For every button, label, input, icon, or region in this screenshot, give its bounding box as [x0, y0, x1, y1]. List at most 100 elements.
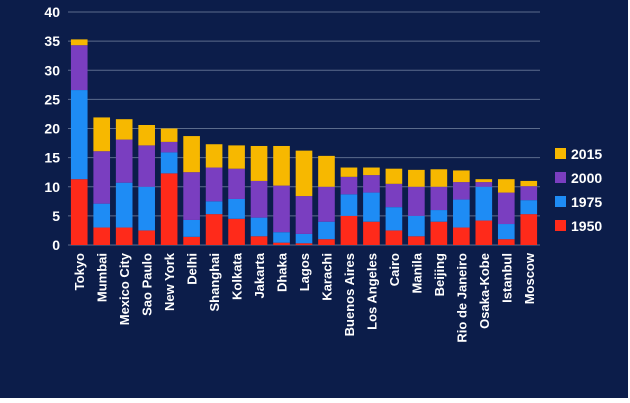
x-tick-label: Beijing — [432, 253, 447, 296]
bar-segment-1975 — [408, 215, 425, 237]
bar-segment-1950 — [340, 215, 358, 246]
bar-segment-1975 — [250, 217, 268, 237]
y-tick-label: 20 — [44, 121, 60, 137]
bar-segment-1950 — [497, 239, 515, 245]
bar-segment-1975 — [385, 207, 403, 231]
bars — [70, 39, 538, 246]
x-tick-label: New York — [162, 252, 177, 311]
bar-segment-1975 — [93, 203, 111, 228]
bar-segment-1975 — [228, 198, 245, 219]
x-tick-label: Rio de Janeiro — [454, 253, 469, 343]
bar-segment-2015 — [93, 117, 111, 152]
x-tick-label: Osaka-Kobe — [477, 253, 492, 329]
bar-segment-1975 — [205, 201, 223, 215]
bar-segment-1975 — [453, 199, 470, 228]
bar-segment-2000 — [520, 186, 538, 201]
bar-segment-1950 — [138, 230, 155, 245]
bar-segment-1975 — [340, 194, 358, 216]
x-tick-label: Buenos Aires — [342, 253, 357, 336]
bar-segment-2015 — [318, 155, 335, 187]
x-tick-label: Manila — [409, 252, 424, 293]
bar-segment-1950 — [93, 227, 111, 245]
y-tick-label: 5 — [52, 208, 60, 224]
x-tick-label: Los Angeles — [364, 253, 379, 330]
bar-segment-2000 — [363, 175, 380, 193]
bar-segment-2015 — [430, 169, 448, 187]
bar-segment-1950 — [453, 227, 470, 245]
bar-segment-1975 — [497, 224, 515, 240]
bar-segment-1950 — [183, 236, 200, 245]
bar-segment-2000 — [453, 182, 470, 200]
bar-segment-2015 — [250, 145, 268, 181]
bar-segment-2000 — [340, 176, 358, 195]
y-tick-label: 15 — [44, 150, 60, 166]
x-tick-label: Moscow — [522, 252, 537, 304]
bar-segment-2015 — [520, 180, 538, 187]
bar-segment-1975 — [520, 200, 538, 215]
x-tick-label: Cairo — [387, 253, 402, 286]
x-tick-label: Dhaka — [275, 252, 290, 292]
y-tick-label: 40 — [44, 4, 60, 20]
bar-segment-2000 — [70, 45, 88, 91]
legend-swatch-1975 — [555, 196, 566, 207]
bar-segment-1950 — [408, 236, 425, 245]
bar-segment-2000 — [160, 141, 178, 153]
legend-swatch-1950 — [555, 220, 566, 231]
bar-segment-1950 — [228, 218, 245, 245]
bar-segment-2000 — [408, 186, 425, 216]
bar-segment-1950 — [273, 242, 290, 245]
x-axis-labels: Tokyo Mumbai Mexico City Sao Paulo New York D… — [72, 252, 537, 342]
bar-segment-1950 — [475, 220, 493, 245]
bar-segment-2000 — [183, 172, 200, 220]
x-tick-label: Mexico City — [117, 252, 132, 325]
bar-segment-2000 — [205, 167, 223, 202]
bar-segment-1975 — [295, 233, 313, 244]
bar-segment-2000 — [497, 192, 515, 225]
x-tick-label: Shanghai — [207, 253, 222, 312]
bar-segment-1950 — [250, 236, 268, 245]
bar-segment-1975 — [273, 232, 290, 243]
bar-segment-2000 — [228, 168, 245, 199]
bar-segment-1975 — [115, 182, 133, 228]
bar-segment-2015 — [340, 167, 358, 177]
bar-segment-1950 — [295, 243, 313, 245]
bar-segment-1975 — [363, 192, 380, 222]
x-tick-label: Istanbul — [499, 253, 514, 303]
bar-segment-2015 — [115, 119, 133, 140]
bar-segment-2000 — [318, 186, 335, 222]
y-tick-label: 35 — [44, 33, 60, 49]
bar-segment-2000 — [475, 182, 493, 187]
legend-label-2000: 2000 — [571, 170, 602, 186]
y-tick-label: 0 — [52, 237, 60, 253]
bar-segment-1975 — [430, 210, 448, 222]
bar-segment-2015 — [205, 144, 223, 168]
bar-segment-1975 — [160, 152, 178, 174]
bar-segment-1950 — [363, 221, 380, 245]
bar-segment-2015 — [183, 136, 200, 173]
bar-segment-1975 — [183, 219, 200, 237]
bar-segment-2000 — [295, 196, 313, 234]
bar-segment-1950 — [115, 227, 133, 245]
bar-segment-2015 — [273, 145, 290, 186]
legend-label-1950: 1950 — [571, 218, 602, 234]
legend-label-1975: 1975 — [571, 194, 602, 210]
bar-segment-2000 — [385, 183, 403, 208]
bar-segment-2015 — [363, 167, 380, 176]
bar-segment-2015 — [70, 39, 88, 46]
bar-segment-2015 — [475, 179, 493, 183]
x-tick-label: Delhi — [185, 253, 200, 285]
bar-segment-2015 — [385, 168, 403, 184]
legend-swatch-2000 — [555, 172, 566, 183]
x-tick-label: Sao Paulo — [140, 253, 155, 316]
bar-segment-2015 — [408, 169, 425, 187]
bar-segment-1975 — [138, 186, 155, 231]
bar-segment-2000 — [93, 151, 111, 204]
legend: 2015 2000 1975 1950 — [555, 146, 602, 234]
bar-segment-2000 — [273, 185, 290, 233]
bar-segment-1950 — [318, 239, 335, 245]
x-tick-label: Kolkata — [230, 252, 245, 300]
bar-segment-2015 — [160, 128, 178, 142]
y-tick-label: 30 — [44, 62, 60, 78]
